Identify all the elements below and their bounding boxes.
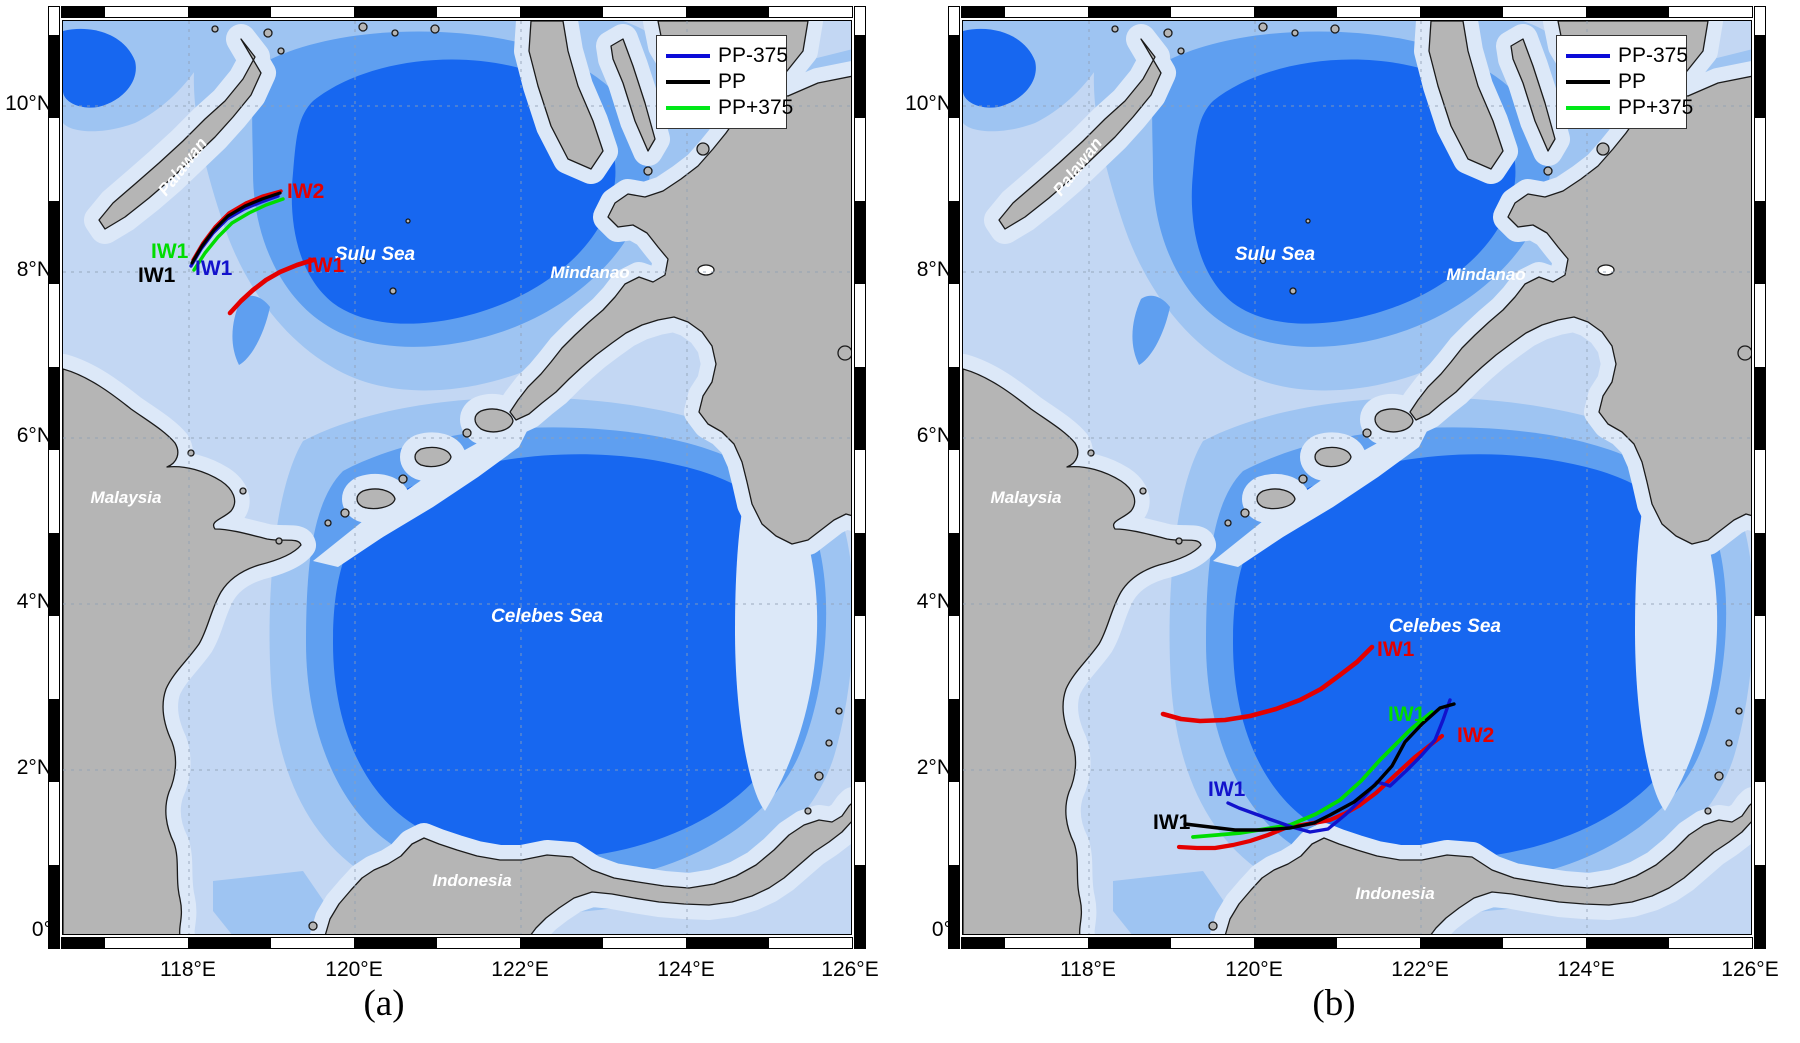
line-swatch-black	[1566, 80, 1610, 84]
lat-label-8n: 8°N	[16, 258, 52, 281]
legend-b: PP-375 PP PP+375	[1556, 35, 1693, 129]
tracks-overlay-b: Sulu Sea Celebes Sea Palawan Mindanao Malays…	[991, 134, 1526, 903]
lon-label-118e: 118°E	[1060, 958, 1116, 981]
sea-label: Sulu Sea	[1235, 244, 1316, 265]
track-label: IW1	[138, 264, 176, 287]
place-label: Malaysia	[91, 488, 162, 507]
legend-label: PP	[1618, 70, 1647, 93]
line-swatch-green	[1566, 106, 1610, 110]
legend-a: PP-375 PP PP+375	[656, 35, 793, 129]
lat-label-10n: 10°N	[5, 92, 52, 115]
legend-item: PP	[666, 69, 777, 95]
track-label: IW1	[151, 240, 189, 263]
place-label: Indonesia	[1355, 884, 1434, 903]
lat-label-6n: 6°N	[916, 424, 952, 447]
lon-label-122e: 122°E	[491, 958, 549, 981]
neatline-right	[854, 6, 866, 949]
track-label: IW2	[287, 180, 324, 203]
legend-item: PP+375	[666, 95, 793, 121]
lon-label-120e: 120°E	[325, 958, 383, 981]
track-label: IW2	[1457, 724, 1494, 747]
track-label: IW1	[1388, 703, 1426, 726]
line-swatch-black	[666, 80, 710, 84]
legend-label: PP	[718, 70, 747, 93]
lon-label-124e: 124°E	[1557, 958, 1615, 981]
track-IW1-red-long	[1160, 644, 1375, 724]
lat-label-0: 0°	[931, 918, 952, 941]
track-label: IW1	[307, 254, 345, 277]
legend-label: PP+375	[718, 96, 794, 119]
lat-label-2n: 2°N	[16, 756, 52, 779]
track-IW1-red-arc	[227, 257, 316, 316]
map-a	[62, 20, 852, 935]
track-PP+375	[1191, 710, 1434, 839]
legend-item: PP-375	[1566, 43, 1688, 69]
neatline-bottom	[61, 937, 853, 949]
track-IW2-red	[1176, 733, 1445, 851]
track-label: IW1	[1208, 778, 1246, 801]
legend-item: PP+375	[1566, 95, 1693, 121]
line-swatch-green	[666, 106, 710, 110]
track-label: IW1	[1153, 811, 1191, 834]
track-label: IW1	[1377, 638, 1415, 661]
place-label: Mindanao	[550, 263, 629, 282]
lon-label-120e: 120°E	[1225, 958, 1283, 981]
lat-label-4n: 4°N	[16, 590, 52, 613]
lat-label-10n: 10°N	[905, 92, 952, 115]
place-label: Indonesia	[432, 871, 511, 890]
panel-b: Sulu Sea Celebes Sea Palawan Mindanao Malays…	[905, 6, 1779, 1024]
lon-label-122e: 122°E	[1391, 958, 1449, 981]
track-label: IW1	[195, 257, 233, 280]
lat-label-4n: 4°N	[916, 590, 952, 613]
neatline-top	[61, 6, 853, 18]
lon-label-124e: 124°E	[657, 958, 715, 981]
track-PP	[190, 191, 282, 265]
track-PP-375	[1226, 698, 1452, 834]
legend-item: PP	[1566, 69, 1677, 95]
sea-label: Celebes Sea	[1389, 616, 1501, 637]
legend-label: PP+375	[1618, 96, 1694, 119]
neatline-bottom	[961, 937, 1753, 949]
neatline-right	[1754, 6, 1766, 949]
lat-label-6n: 6°N	[16, 424, 52, 447]
caption-b: (b)	[1312, 983, 1356, 1024]
sea-label: Sulu Sea	[335, 244, 416, 265]
lon-label-126e: 126°E	[821, 958, 879, 981]
tracks-overlay-a: Sulu Sea Celebes Sea Palawan Mindanao Malays…	[91, 134, 630, 890]
legend-label: PP-375	[1618, 44, 1689, 67]
place-label: Malaysia	[991, 488, 1062, 507]
lat-label-0: 0°	[31, 918, 52, 941]
lat-label-2n: 2°N	[916, 756, 952, 779]
place-label: Mindanao	[1446, 265, 1525, 284]
line-swatch-blue	[666, 54, 710, 58]
lat-label-8n: 8°N	[916, 258, 952, 281]
place-label: Palawan	[1049, 134, 1106, 199]
legend-label: PP-375	[718, 44, 789, 67]
lon-label-118e: 118°E	[160, 958, 216, 981]
neatline-left	[48, 6, 60, 949]
panel-a: Sulu Sea Celebes Sea Palawan Mindanao Malays…	[5, 6, 879, 1024]
track-PP+375	[192, 197, 285, 272]
neatline-left	[948, 6, 960, 949]
line-swatch-blue	[1566, 54, 1610, 58]
track-PP	[1183, 702, 1456, 832]
caption-a: (a)	[363, 983, 405, 1024]
place-label: Palawan	[154, 134, 211, 199]
legend-item: PP-375	[666, 43, 788, 69]
lon-label-126e: 126°E	[1721, 958, 1779, 981]
sea-label: Celebes Sea	[491, 606, 603, 627]
neatline-top	[961, 6, 1753, 18]
